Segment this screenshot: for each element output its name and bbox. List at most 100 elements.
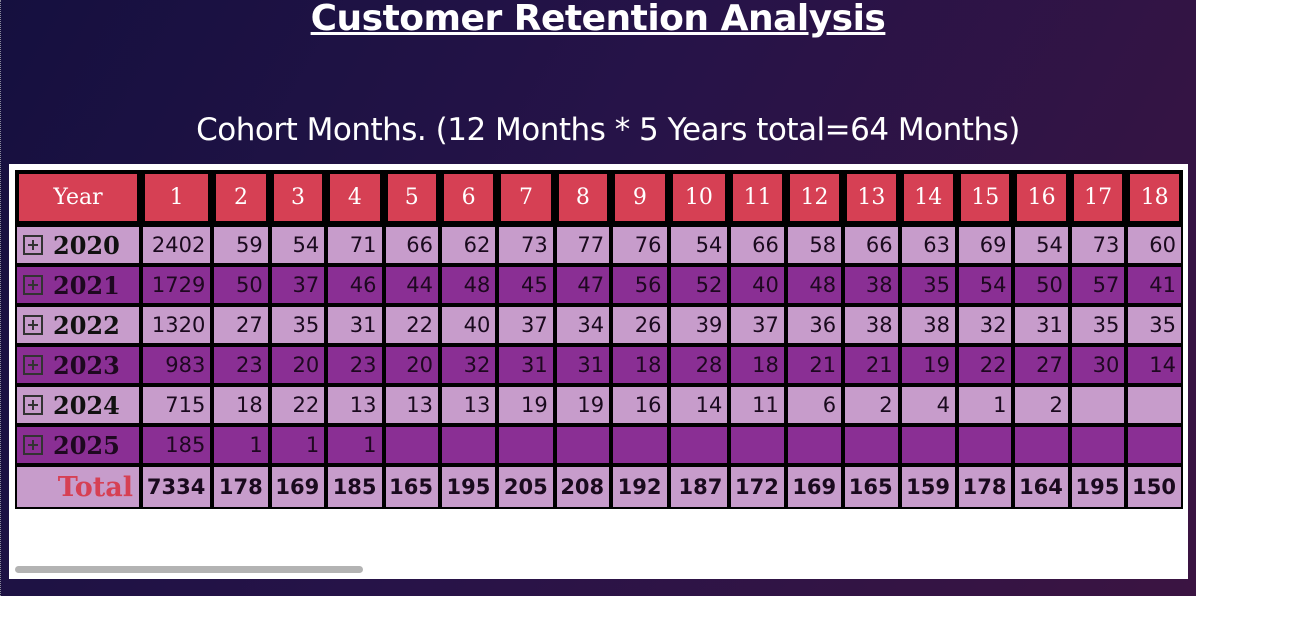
cohort-cell: 44 [383, 265, 440, 305]
cohort-cell: 11 [729, 385, 786, 425]
cohort-cell [1069, 425, 1127, 465]
cohort-cell: 35 [1126, 305, 1183, 345]
cohort-cell: 13 [326, 385, 384, 425]
cohort-cell [668, 425, 730, 465]
year-label: 2022 [53, 310, 120, 340]
cohort-cell: 56 [611, 265, 669, 305]
cohort-cell [554, 425, 612, 465]
cohort-cell: 2 [843, 385, 900, 425]
cohort-cell: 30 [1069, 345, 1127, 385]
column-header-month[interactable]: 1 [140, 170, 213, 225]
column-header-month[interactable]: 8 [554, 170, 612, 225]
cohort-cell: 37 [497, 305, 555, 345]
cohort-cell: 20 [269, 345, 327, 385]
column-header-month[interactable]: 18 [1126, 170, 1183, 225]
year-label: 2021 [53, 270, 120, 300]
cohort-cell: 14 [668, 385, 730, 425]
column-header-month[interactable]: 5 [383, 170, 440, 225]
total-cell: 178 [212, 465, 270, 509]
cohort-cell: 54 [956, 265, 1014, 305]
cohort-cell: 31 [497, 345, 555, 385]
cohort-cell: 76 [611, 225, 669, 265]
cohort-cell [729, 425, 786, 465]
total-cell: 165 [843, 465, 900, 509]
cohort-cell: 32 [956, 305, 1014, 345]
cohort-cell: 19 [497, 385, 555, 425]
column-header-month[interactable]: 13 [843, 170, 900, 225]
cohort-cell [383, 425, 440, 465]
year-label: 2024 [53, 390, 120, 420]
cohort-cell: 71 [326, 225, 384, 265]
expand-icon[interactable] [23, 275, 43, 295]
total-cell: 187 [668, 465, 730, 509]
cohort-cell: 2 [1013, 385, 1070, 425]
cohort-cell [611, 425, 669, 465]
total-cell: 208 [554, 465, 612, 509]
cohort-cell [956, 425, 1014, 465]
cohort-cell [899, 425, 957, 465]
cohort-cell: 18 [212, 385, 270, 425]
cohort-cell: 47 [554, 265, 612, 305]
column-header-month[interactable]: 6 [440, 170, 498, 225]
total-cell: 195 [1069, 465, 1127, 509]
cohort-cell: 69 [956, 225, 1014, 265]
cohort-cell: 20 [383, 345, 440, 385]
column-header-month[interactable]: 17 [1069, 170, 1127, 225]
total-cell: 150 [1126, 465, 1183, 509]
total-cell: 7334 [140, 465, 213, 509]
cohort-cell [785, 425, 844, 465]
expand-icon[interactable] [23, 395, 43, 415]
cohort-cell [1126, 385, 1183, 425]
cohort-cell: 54 [1013, 225, 1070, 265]
total-cell: 178 [956, 465, 1014, 509]
cohort-cell: 38 [843, 265, 900, 305]
horizontal-scrollbar[interactable] [15, 566, 363, 573]
total-cell: 169 [269, 465, 327, 509]
column-header-month[interactable]: 10 [668, 170, 730, 225]
cohort-cell [1013, 425, 1070, 465]
cohort-cell [843, 425, 900, 465]
cohort-cell: 66 [729, 225, 786, 265]
cohort-cell: 31 [1013, 305, 1070, 345]
canvas-edge [0, 0, 3, 596]
cohort-cell: 45 [497, 265, 555, 305]
cohort-cell [440, 425, 498, 465]
cohort-cell: 36 [785, 305, 844, 345]
column-header-month[interactable]: 11 [729, 170, 786, 225]
matrix-viewport[interactable]: Year 1 2 3 4 5 6 7 8 9 10 11 12 13 14 15 16 17 18 2020 2402 5… [15, 170, 1183, 538]
column-header-month[interactable]: 4 [326, 170, 384, 225]
cohort-cell: 50 [1013, 265, 1070, 305]
cohort-cell: 35 [269, 305, 327, 345]
cohort-table: Year 1 2 3 4 5 6 7 8 9 10 11 12 13 14 15 16 17 18 2020 2402 5… [15, 170, 1183, 509]
total-cell: 159 [899, 465, 957, 509]
total-cell: 165 [383, 465, 440, 509]
expand-icon[interactable] [23, 315, 43, 335]
column-header-month[interactable]: 15 [956, 170, 1014, 225]
cohort-cell: 28 [668, 345, 730, 385]
cohort-cell: 22 [269, 385, 327, 425]
cohort-cell: 27 [1013, 345, 1070, 385]
column-header-month[interactable]: 9 [611, 170, 669, 225]
cohort-cell: 16 [611, 385, 669, 425]
column-header-month[interactable]: 16 [1013, 170, 1070, 225]
cohort-cell: 66 [383, 225, 440, 265]
cohort-cell: 1 [956, 385, 1014, 425]
cohort-cell: 18 [729, 345, 786, 385]
column-header-month[interactable]: 12 [785, 170, 844, 225]
cohort-cell: 32 [440, 345, 498, 385]
cohort-cell: 50 [212, 265, 270, 305]
total-cell: 192 [611, 465, 669, 509]
cohort-cell [1126, 425, 1183, 465]
column-header-year[interactable]: Year [15, 170, 141, 225]
cohort-cell [1069, 385, 1127, 425]
column-header-month[interactable]: 2 [212, 170, 270, 225]
cohort-cell: 38 [843, 305, 900, 345]
column-header-month[interactable]: 3 [269, 170, 327, 225]
expand-icon[interactable] [23, 435, 43, 455]
total-cell: 185 [326, 465, 384, 509]
column-header-month[interactable]: 7 [497, 170, 555, 225]
cohort-cell: 6 [785, 385, 844, 425]
expand-icon[interactable] [23, 355, 43, 375]
column-header-month[interactable]: 14 [899, 170, 957, 225]
expand-icon[interactable] [23, 235, 43, 255]
